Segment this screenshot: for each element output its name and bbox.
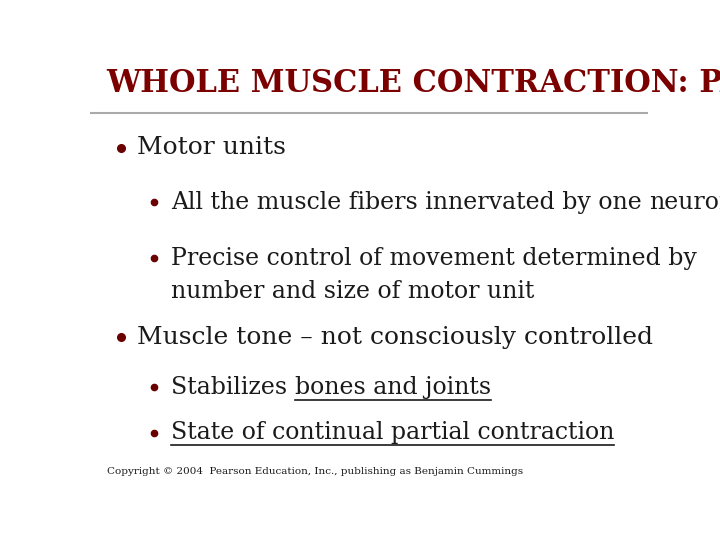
Text: Muscle tone – not consciously controlled: Muscle tone – not consciously controlled: [138, 326, 654, 349]
Text: number and size of motor unit: number and size of motor unit: [171, 280, 534, 303]
Text: neuron: neuron: [649, 191, 720, 213]
Text: Motor units: Motor units: [138, 137, 287, 159]
Text: Precise control of movement determined by: Precise control of movement determined b…: [171, 247, 697, 269]
Text: Stabilizes: Stabilizes: [171, 375, 294, 399]
Text: All the muscle fibers innervated by one: All the muscle fibers innervated by one: [171, 191, 649, 213]
Text: bones and joints: bones and joints: [294, 375, 490, 399]
Text: Copyright © 2004  Pearson Education, Inc., publishing as Benjamin Cummings: Copyright © 2004 Pearson Education, Inc.…: [107, 467, 523, 476]
Text: State of continual partial contraction: State of continual partial contraction: [171, 421, 614, 444]
Text: WHOLE MUSCLE CONTRACTION: PART 1: WHOLE MUSCLE CONTRACTION: PART 1: [107, 68, 720, 99]
